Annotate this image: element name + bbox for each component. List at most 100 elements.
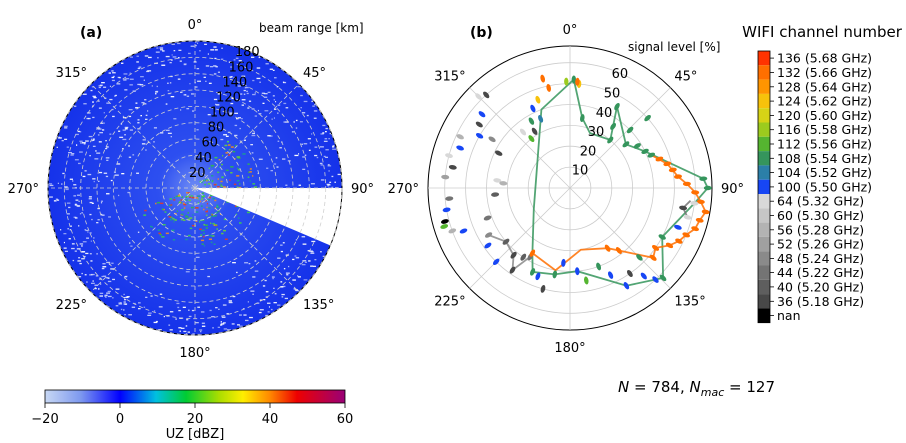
signal-point: [535, 95, 541, 104]
clutter-return: [236, 156, 240, 158]
angle-label: 270°: [8, 182, 39, 197]
clutter-speck: [192, 110, 195, 112]
clutter-return: [211, 235, 215, 237]
clutter-speck: [66, 202, 71, 204]
clutter-speck: [277, 140, 280, 142]
clutter-speck: [168, 324, 171, 326]
clutter-speck: [122, 138, 127, 141]
clutter-return: [201, 243, 204, 245]
clutter-speck: [132, 154, 135, 156]
clutter-speck: [119, 105, 122, 107]
clutter-speck: [89, 274, 93, 276]
clutter-speck: [217, 71, 220, 73]
clutter-speck: [211, 316, 215, 318]
clutter-return: [168, 204, 172, 207]
clutter-speck: [314, 103, 317, 106]
clutter-speck: [320, 146, 324, 148]
clutter-speck: [122, 129, 126, 131]
clutter-speck: [60, 229, 62, 231]
range-tick-label: 80: [208, 121, 225, 136]
azimuth-line: [569, 87, 671, 189]
legend-entry: 100 (5.50 GHz): [777, 179, 872, 194]
clutter-return: [226, 141, 229, 143]
range-tick-label: 100: [210, 106, 235, 121]
clutter-speck: [120, 302, 122, 304]
clutter-return: [211, 180, 214, 183]
signal-point: [475, 93, 482, 100]
clutter-speck: [79, 131, 82, 133]
clutter-speck: [311, 240, 316, 243]
clutter-return: [168, 216, 172, 218]
clutter-speck: [273, 99, 275, 101]
azimuth-line: [90, 187, 196, 293]
clutter-return: [162, 208, 165, 211]
signal-point: [703, 185, 712, 191]
clutter-return: [234, 144, 237, 147]
clutter-speck: [310, 251, 314, 253]
clutter-speck: [129, 129, 133, 131]
clutter-speck: [104, 295, 106, 297]
clutter-speck: [221, 47, 223, 49]
clutter-speck: [72, 259, 75, 262]
clutter-return: [143, 214, 147, 216]
clutter-return: [173, 197, 176, 199]
clutter-speck: [307, 138, 311, 140]
signal-point: [623, 282, 630, 290]
signal-point: [540, 284, 546, 293]
clutter-speck: [82, 142, 86, 144]
clutter-speck: [64, 138, 68, 140]
clutter-speck: [297, 276, 301, 278]
clutter-speck: [157, 57, 159, 59]
clutter-speck: [285, 272, 290, 274]
clutter-speck: [171, 43, 175, 45]
clutter-speck: [225, 135, 229, 137]
signal-point: [509, 266, 516, 274]
signal-point: [546, 83, 552, 92]
clutter-return: [179, 201, 182, 204]
signal-point: [636, 254, 643, 261]
clutter-speck: [137, 67, 141, 70]
clutter-speck: [252, 276, 256, 278]
clutter-return: [179, 201, 181, 203]
clutter-speck: [199, 50, 201, 52]
clutter-speck: [119, 136, 124, 138]
clutter-speck: [282, 158, 286, 160]
clutter-speck: [90, 273, 95, 276]
clutter-speck: [309, 142, 311, 144]
clutter-speck: [251, 108, 255, 110]
clutter-speck: [128, 156, 132, 158]
clutter-speck: [200, 311, 205, 313]
clutter-return: [248, 171, 250, 174]
clutter-speck: [95, 275, 99, 277]
signal-point: [626, 126, 634, 134]
clutter-speck: [183, 330, 187, 333]
clutter-speck: [243, 314, 247, 316]
clutter-speck: [83, 143, 86, 145]
clutter-speck: [223, 134, 227, 136]
colorbar-gradient: [44, 389, 346, 404]
clutter-speck: [78, 276, 82, 278]
clutter-speck: [205, 65, 210, 67]
clutter-speck: [159, 293, 163, 295]
legend-title: WIFI channel number: [742, 23, 903, 41]
clutter-speck: [284, 297, 288, 300]
clutter-speck: [121, 62, 124, 64]
legend-swatch: [758, 251, 770, 266]
clutter-speck: [101, 214, 105, 216]
clutter-return: [172, 239, 176, 241]
clutter-speck: [311, 100, 314, 103]
clutter-speck: [144, 55, 149, 57]
legend-swatch: [758, 236, 770, 252]
clutter-speck: [214, 49, 218, 51]
clutter-speck: [169, 62, 172, 64]
clutter-speck: [259, 309, 264, 311]
clutter-speck: [251, 134, 256, 137]
clutter-speck: [266, 167, 269, 169]
clutter-speck: [172, 56, 177, 58]
signal-point: [484, 232, 493, 238]
clutter-speck: [119, 77, 121, 79]
clutter-speck: [201, 322, 205, 324]
clutter-return: [184, 199, 188, 201]
signal-point: [530, 104, 536, 113]
